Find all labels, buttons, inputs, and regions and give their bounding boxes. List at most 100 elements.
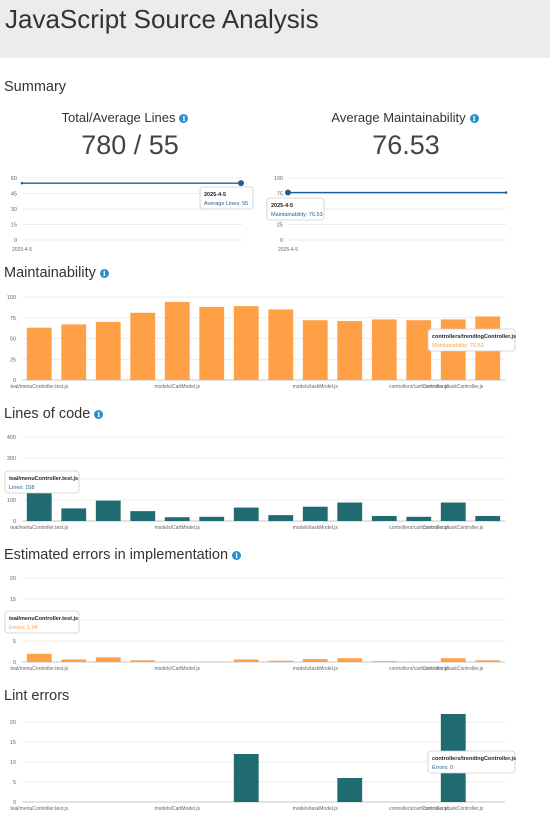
info-icon[interactable]: i [99, 269, 109, 278]
y-tick-label: 0 [13, 378, 16, 384]
data-point [20, 181, 24, 185]
bar [371, 515, 397, 521]
info-icon[interactable]: i [232, 551, 242, 560]
lint-errors-chart: 0 5 10 15 20 teal/menuController.test.js model… [10, 714, 516, 812]
data-point [285, 189, 291, 196]
y-tick-label: 75 [277, 192, 283, 198]
x-tick-label: controllers/cartController.js [389, 806, 449, 812]
maintainability-heading-text: Maintainability [4, 265, 96, 281]
y-tick-label: 60 [11, 176, 17, 182]
loc-heading-text: Lines of code [4, 406, 91, 422]
y-tick-label: 100 [274, 176, 283, 182]
tooltip-value: Average Lines: 55 [204, 201, 248, 207]
summary-heading-text: Summary [4, 79, 67, 95]
tooltip-value: Errors: 0 [432, 765, 453, 771]
y-tick-label: 45 [11, 192, 17, 198]
y-tick-label: 15 [11, 223, 17, 229]
bar [475, 515, 501, 521]
tooltip-title: teal/menuController.test.js [9, 476, 78, 482]
maintainability-trend-chart: 02550751002025-4-52025-4-5Maintainabilit… [266, 176, 508, 253]
y-tick-label: 300 [7, 456, 16, 462]
y-tick-label: 0 [13, 800, 16, 806]
tooltip-value: Lines: 158 [9, 485, 34, 491]
bar [130, 312, 156, 380]
errors-heading: Estimated errors in implementation i [4, 547, 242, 563]
loc-heading: Lines of code i [4, 406, 104, 422]
chart-tooltip: 2025-4-5 Maintainability: 76.53 [266, 197, 325, 221]
maint-stat-value: 76.53 [372, 130, 440, 160]
bar [95, 500, 121, 521]
x-tick-label: teal/menuController.test.js [10, 384, 68, 390]
y-tick-label: 5 [13, 780, 16, 786]
bar [337, 502, 363, 521]
tooltip-box [4, 610, 80, 634]
bar [406, 516, 432, 521]
x-tick-label: models/CartModel.js [154, 806, 200, 812]
bar [406, 320, 432, 380]
x-tick-label: teal/menuController.test.js [10, 666, 68, 672]
y-tick-label: 5 [13, 639, 16, 645]
y-tick-label: 50 [10, 337, 16, 343]
chart-tooltip: controllers/trendingController.js Maintai… [427, 328, 516, 352]
tooltip-title: controllers/trendingController.js [432, 756, 516, 762]
y-tick-label: 15 [10, 740, 16, 746]
bar [130, 660, 156, 662]
bar [61, 508, 87, 521]
estimated-errors-chart: 05101520teal/menuController.test.jsmodel… [4, 576, 505, 672]
errors-heading-text: Estimated errors in implementation [4, 547, 229, 563]
y-tick-label: 25 [277, 223, 283, 229]
x-tick-label: models/CartModel.js [154, 525, 200, 531]
info-icon[interactable]: i [94, 410, 104, 419]
y-tick-label: 0 [14, 238, 17, 244]
y-tick-label: 15 [10, 597, 16, 603]
y-tick-label: 25 [10, 357, 16, 363]
bar [164, 517, 190, 521]
bar [233, 306, 259, 380]
bar [371, 661, 397, 662]
lines-of-code-chart: 0100200300400teal/menuController.test.js… [4, 435, 505, 531]
maint-stat-label-text: Average Maintainability [331, 110, 466, 125]
x-tick-label: controllers/taskController.js [423, 384, 484, 390]
y-tick-label: 400 [7, 435, 16, 441]
bar [440, 658, 466, 662]
tooltip-box [4, 470, 80, 494]
lines-stat-label-text: Total/Average Lines [61, 110, 176, 125]
info-icon[interactable]: i [179, 114, 189, 123]
bar [268, 515, 294, 521]
x-tick-label: models/taskModel.js [293, 384, 339, 390]
x-tick-label: teal/menuController.test.js [10, 525, 68, 531]
maintainability-heading: Maintainability i [4, 265, 109, 281]
x-tick-label: models/taskModel.js [293, 666, 339, 672]
y-tick-label: 30 [11, 207, 17, 213]
x-tick-label: controllers/taskController.js [423, 666, 484, 672]
bar [130, 511, 156, 521]
maint-stat-label: Average Maintainability i [280, 110, 530, 125]
bar [164, 301, 190, 380]
tooltip-title: 2025-4-5 [271, 203, 293, 209]
chart-tooltip: teal/menuController.test.js Lines: 158 [4, 470, 80, 494]
bar [233, 754, 259, 802]
bar [61, 324, 87, 380]
y-tick-label: 0 [280, 238, 283, 244]
data-point [238, 180, 244, 187]
x-tick-label: models/CartModel.js [154, 384, 200, 390]
lines-trend-chart: 0 15 30 45 60 2025-4-5 2025-4-5 Average Lines: … [11, 176, 254, 253]
y-tick-label: 20 [10, 720, 16, 726]
chart-tooltip: 2025-4-5 Average Lines: 55 [199, 186, 254, 210]
bar [337, 778, 363, 802]
bar [95, 657, 121, 662]
tooltip-box [427, 328, 516, 352]
x-tick-label: 2025-4-5 [278, 247, 298, 253]
x-tick-label: controllers/cartController.js [389, 525, 449, 531]
info-icon[interactable]: i [469, 114, 479, 123]
tooltip-value: Maintainability: 76.53 [432, 343, 484, 349]
y-tick-label: 0 [13, 519, 16, 525]
maintainability-chart: 0 25 50 75 100 teal/menuController.test.js mod… [7, 295, 516, 390]
y-tick-label: 75 [10, 316, 16, 322]
bar [268, 309, 294, 380]
tooltip-title: controllers/trendingController.js [432, 334, 516, 340]
bar [199, 306, 225, 380]
chart-tooltip: teal/menuController.test.js Errors: 1.94 [4, 610, 80, 634]
bar [233, 507, 259, 521]
bar [302, 506, 328, 521]
